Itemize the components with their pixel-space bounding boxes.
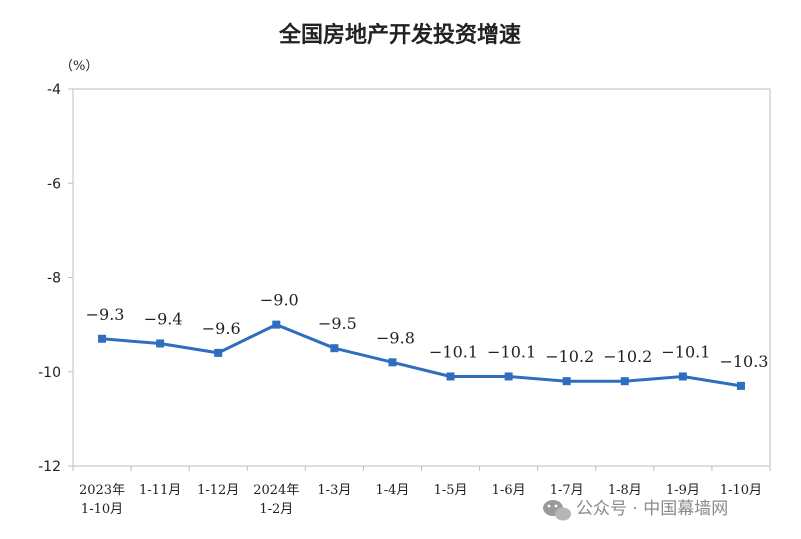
data-label: −9.4 — [144, 309, 183, 328]
data-point — [504, 372, 513, 381]
y-axis: -4 -6 -8 -10 -12 — [38, 82, 73, 475]
data-point — [620, 377, 629, 386]
series-markers — [98, 320, 745, 390]
data-point — [736, 381, 745, 390]
data-label: −9.3 — [86, 305, 125, 324]
y-tick-label: -4 — [47, 82, 61, 98]
watermark-text: 公众号 · 中国幕墙网 — [576, 499, 728, 519]
data-label: −10.1 — [429, 342, 478, 361]
data-label: −10.3 — [719, 352, 768, 371]
data-point — [156, 339, 165, 348]
x-tick-label: 1-4月 — [375, 483, 409, 498]
x-tick-label: 2023年 — [79, 483, 125, 498]
x-tick-label: 1-10月 — [720, 483, 762, 498]
data-point — [330, 344, 339, 353]
plot-frame — [72, 88, 771, 467]
data-point — [98, 334, 107, 343]
data-label: −10.1 — [661, 342, 710, 361]
x-tick-label: 1-9月 — [666, 483, 700, 498]
data-label: −10.2 — [545, 347, 594, 366]
wechat-icon — [543, 500, 571, 521]
y-tick-label: -10 — [38, 365, 61, 381]
y-tick-label: -8 — [47, 271, 61, 287]
data-label: −9.8 — [376, 328, 415, 347]
data-point — [272, 320, 281, 329]
y-tick-label: -6 — [47, 176, 61, 192]
data-label: −10.2 — [603, 347, 652, 366]
x-tick-label: 2024年 — [253, 483, 299, 498]
data-point — [678, 372, 687, 381]
x-axis: 2023年 1-10月 1-11月 1-12月 2024年 1-2月 1-3月 1-4月 1-5… — [72, 466, 771, 517]
x-tick-label: 1-2月 — [259, 502, 293, 517]
data-point — [446, 372, 455, 381]
data-point — [214, 348, 223, 357]
x-tick-label: 1-7月 — [550, 483, 584, 498]
watermark: 公众号 · 中国幕墙网 — [543, 499, 728, 521]
data-point — [388, 358, 397, 367]
x-tick-label: 1-8月 — [608, 483, 642, 498]
y-axis-unit: （%） — [60, 59, 98, 74]
x-tick-label: 1-11月 — [139, 483, 181, 498]
x-tick-label: 1-5月 — [434, 483, 468, 498]
x-tick-label: 1-10月 — [81, 502, 123, 517]
data-label: −9.6 — [202, 319, 241, 338]
chart-title: 全国房地产开发投资增速 — [278, 22, 521, 48]
x-tick-label: 1-6月 — [492, 483, 526, 498]
data-label: −9.5 — [318, 314, 357, 333]
y-tick-label: -12 — [38, 459, 61, 475]
data-label: −9.0 — [260, 291, 299, 310]
data-point — [562, 377, 571, 386]
data-labels: −9.3 −9.4 −9.6−9.0−9.5−9.8−10.1 −10.1 −10.2−… — [86, 291, 769, 371]
data-label: −10.1 — [487, 342, 536, 361]
x-tick-label: 1-3月 — [317, 483, 351, 498]
series-line — [101, 323, 742, 388]
x-tick-label: 1-12月 — [197, 483, 239, 498]
